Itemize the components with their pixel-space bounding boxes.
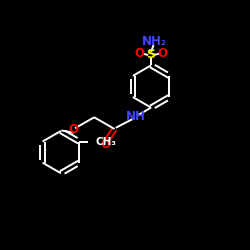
Text: O: O (157, 47, 167, 60)
Text: NH₂: NH₂ (142, 36, 167, 49)
Text: S: S (146, 48, 156, 62)
Text: CH₃: CH₃ (96, 136, 117, 146)
Text: NH: NH (126, 110, 146, 123)
Text: O: O (134, 47, 144, 60)
Text: O: O (101, 138, 111, 151)
Text: O: O (69, 123, 79, 136)
